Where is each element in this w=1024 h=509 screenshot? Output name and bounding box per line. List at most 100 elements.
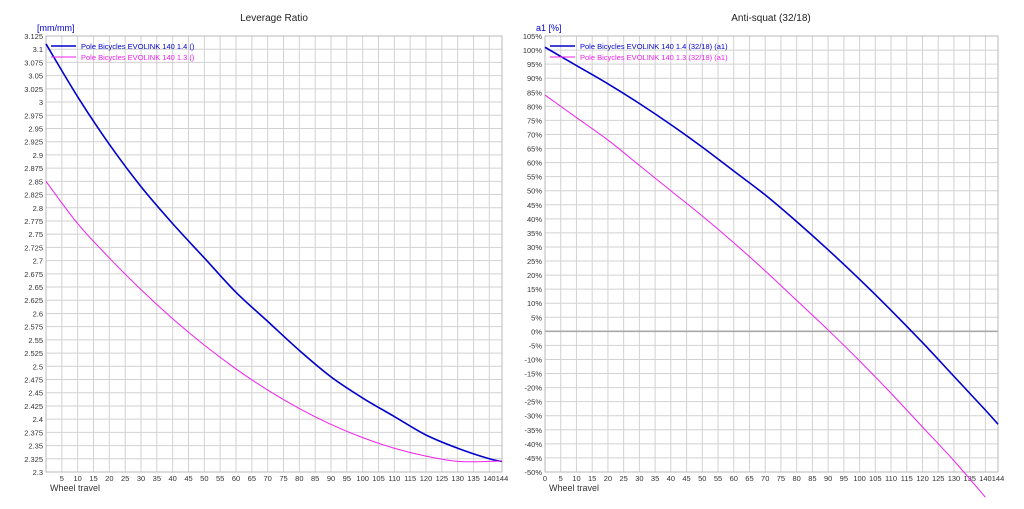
x-tick-label: 144 bbox=[992, 474, 1005, 483]
series-line-2 bbox=[544, 94, 986, 498]
y-tick-label: 2.625 bbox=[24, 296, 43, 305]
x-tick-label: 60 bbox=[232, 474, 240, 483]
y-tick-label: 2.55 bbox=[28, 336, 43, 345]
x-tick-label: 45 bbox=[184, 474, 192, 483]
x-tick-label: 65 bbox=[248, 474, 256, 483]
x-tick-label: 35 bbox=[651, 474, 659, 483]
y-tick-label: 5% bbox=[531, 313, 542, 322]
x-tick-label: 125 bbox=[436, 474, 449, 483]
y-tick-label: 3.1 bbox=[33, 45, 43, 54]
y-tick-label: 3.025 bbox=[24, 85, 43, 94]
y-tick-label: -20% bbox=[524, 384, 542, 393]
y-tick-label: 30% bbox=[527, 243, 542, 252]
x-tick-label: 135 bbox=[467, 474, 480, 483]
x-tick-label: 130 bbox=[948, 474, 961, 483]
x-tick-label: 130 bbox=[451, 474, 464, 483]
x-tick-label: 30 bbox=[137, 474, 145, 483]
y-tick-label: 85% bbox=[527, 88, 542, 97]
y-tick-label: 3.05 bbox=[28, 72, 43, 81]
series-line-1 bbox=[544, 46, 999, 425]
x-tick-label: 100 bbox=[853, 474, 866, 483]
y-tick-label: 3 bbox=[39, 98, 43, 107]
y-tick-label: -45% bbox=[524, 454, 542, 463]
x-axis-label: Wheel travel bbox=[50, 483, 100, 493]
x-tick-label: 40 bbox=[667, 474, 675, 483]
y-tick-label: 25% bbox=[527, 257, 542, 266]
y-tick-label: 2.7 bbox=[33, 257, 43, 266]
x-tick-label: 50 bbox=[698, 474, 706, 483]
y-tick-label: 80% bbox=[527, 102, 542, 111]
chart-1: Leverage Ratio [mm/mm]3.125 3.1 3.075 3.05 3.… bbox=[24, 13, 508, 493]
series-line-1 bbox=[45, 43, 503, 463]
y-tick-label: 55% bbox=[527, 173, 542, 182]
x-tick-label: 0 bbox=[543, 474, 547, 483]
y-tick-label: -15% bbox=[524, 370, 542, 379]
y-tick-label: 2.825 bbox=[24, 191, 43, 200]
x-tick-label: 115 bbox=[404, 474, 416, 483]
x-tick-label: 110 bbox=[885, 474, 897, 483]
x-tick-label: 80 bbox=[295, 474, 303, 483]
x-tick-label: 105 bbox=[372, 474, 385, 483]
y-tick-label: 2.85 bbox=[28, 177, 43, 186]
chart-title: Anti-squat (32/18) bbox=[731, 13, 811, 24]
grid bbox=[46, 35, 503, 473]
y-tick-label: -30% bbox=[524, 412, 542, 421]
x-tick-label: 55 bbox=[714, 474, 722, 483]
x-tick-label: 120 bbox=[420, 474, 433, 483]
chart-2: Anti-squat (32/18)a1 [%]105%100%95%90%85… bbox=[523, 13, 1005, 498]
plot-frame bbox=[45, 35, 503, 473]
x-tick-label: 85 bbox=[311, 474, 319, 483]
y-tick-label: 2.675 bbox=[24, 270, 43, 279]
y-axis-label: [mm/mm] bbox=[37, 23, 75, 33]
x-tick-label: 30 bbox=[635, 474, 643, 483]
y-tick-label: -25% bbox=[524, 398, 542, 407]
x-tick-label: 144 bbox=[496, 474, 509, 483]
x-tick-label: 100 bbox=[356, 474, 369, 483]
y-tick-label: 2.6 bbox=[33, 309, 43, 318]
x-tick-label: 80 bbox=[792, 474, 800, 483]
y-tick-label: 2.4 bbox=[33, 415, 43, 424]
x-tick-label: 20 bbox=[604, 474, 612, 483]
y-tick-label: 2.575 bbox=[24, 323, 43, 332]
y-tick-label: 3.125 bbox=[24, 32, 43, 41]
x-tick-label: 95 bbox=[840, 474, 848, 483]
y-axis-label: a1 [%] bbox=[536, 23, 562, 33]
y-tick-label: 2.475 bbox=[24, 376, 43, 385]
x-tick-label: 65 bbox=[745, 474, 753, 483]
x-tick-label: 125 bbox=[932, 474, 945, 483]
y-tick-label: -10% bbox=[524, 355, 542, 364]
grid bbox=[544, 35, 999, 473]
y-tick-label: 3.075 bbox=[24, 58, 43, 67]
y-tick-label: 2.45 bbox=[28, 389, 43, 398]
x-tick-label: 90 bbox=[824, 474, 832, 483]
y-tick-label: 0% bbox=[531, 327, 542, 336]
y-tick-label: 65% bbox=[527, 145, 542, 154]
y-tick-label: 2.9 bbox=[33, 151, 43, 160]
y-tick-label: -35% bbox=[524, 426, 542, 435]
legend-label: Pole Bicycles EVOLINK 140 1.4 () bbox=[81, 42, 195, 51]
x-tick-label: 35 bbox=[153, 474, 161, 483]
y-tick-label: 2.425 bbox=[24, 402, 43, 411]
y-tick-label: -50% bbox=[524, 468, 542, 477]
series-line-2 bbox=[45, 181, 503, 463]
x-axis-label: Wheel travel bbox=[549, 483, 599, 493]
legend: Pole Bicycles EVOLINK 140 1.4 (32/18) (a… bbox=[550, 42, 728, 62]
x-tick-label: 55 bbox=[216, 474, 224, 483]
legend: Pole Bicycles EVOLINK 140 1.4 () Pole Bic… bbox=[51, 42, 195, 62]
y-tick-label: 2.5 bbox=[33, 362, 43, 371]
y-tick-label: 2.375 bbox=[24, 428, 43, 437]
y-tick-label: -40% bbox=[524, 440, 542, 449]
chart-title: Leverage Ratio bbox=[240, 13, 308, 24]
y-tick-label: -5% bbox=[529, 341, 543, 350]
y-tick-label: 2.65 bbox=[28, 283, 43, 292]
legend-label: Pole Bicycles EVOLINK 140 1.3 () bbox=[81, 53, 195, 62]
y-tick-label: 45% bbox=[527, 201, 542, 210]
y-tick-label: 20% bbox=[527, 271, 542, 280]
y-tick-label: 2.875 bbox=[24, 164, 43, 173]
x-tick-label: 5 bbox=[60, 474, 64, 483]
legend-label: Pole Bicycles EVOLINK 140 1.4 (32/18) (a… bbox=[580, 42, 728, 51]
y-tick-label: 50% bbox=[527, 187, 542, 196]
y-tick-label: 60% bbox=[527, 159, 542, 168]
y-tick-label: 2.525 bbox=[24, 349, 43, 358]
